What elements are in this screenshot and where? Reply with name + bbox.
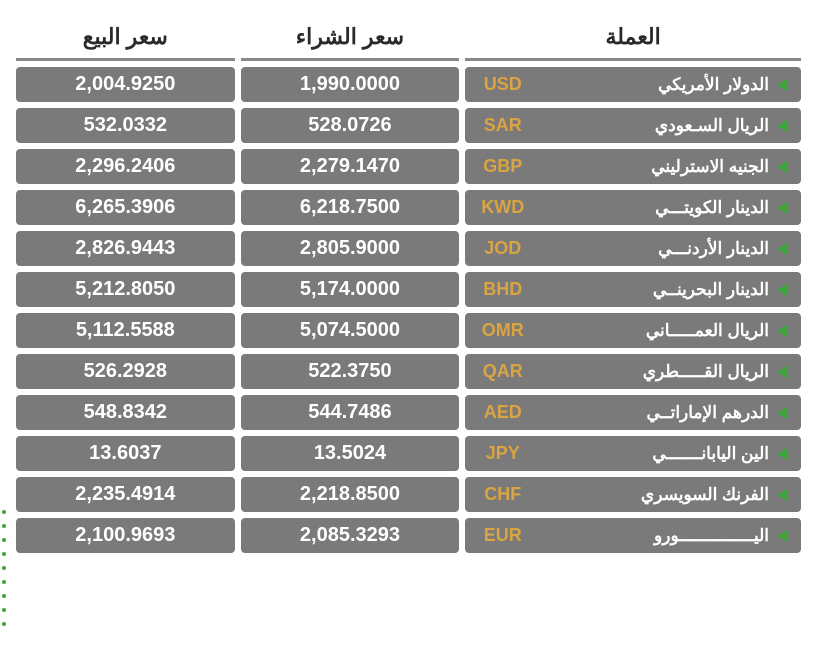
triangle-icon (777, 366, 787, 378)
table-row: الدرهم الإماراتــي AED 544.7486548.8342 (16, 395, 801, 430)
currency-code: KWD (475, 197, 530, 218)
header-currency: العملة (465, 16, 801, 61)
currency-cell: الريال العمـــــاني OMR (465, 313, 801, 348)
buy-price: 6,218.7500 (241, 190, 460, 225)
sell-price: 532.0332 (16, 108, 235, 143)
currency-code: JOD (475, 238, 530, 259)
currency-name: الريال العمـــــاني (538, 321, 769, 341)
buy-price: 528.0726 (241, 108, 460, 143)
currency-cell: الدينار الأردنـــي JOD (465, 231, 801, 266)
table-row: الفرنك السويسري CHF 2,218.85002,235.4914 (16, 477, 801, 512)
buy-price: 2,218.8500 (241, 477, 460, 512)
currency-cell: الدينار الكويتـــي KWD (465, 190, 801, 225)
sell-price: 548.8342 (16, 395, 235, 430)
sell-price: 2,296.2406 (16, 149, 235, 184)
sell-price: 5,212.8050 (16, 272, 235, 307)
currency-name: الريال السـعودي (538, 116, 769, 136)
table-row: الريال القـــــطري QAR 522.3750526.2928 (16, 354, 801, 389)
table-row: الدينار الكويتـــي KWD 6,218.75006,265.390… (16, 190, 801, 225)
sell-price: 5,112.5588 (16, 313, 235, 348)
currency-cell: الدرهم الإماراتــي AED (465, 395, 801, 430)
sell-price: 526.2928 (16, 354, 235, 389)
triangle-icon (777, 79, 787, 91)
table-row: الريال السـعودي SAR 528.0726532.0332 (16, 108, 801, 143)
currency-name: الجنيه الاسترليني (538, 157, 769, 177)
sell-price: 2,826.9443 (16, 231, 235, 266)
triangle-icon (777, 489, 787, 501)
buy-price: 544.7486 (241, 395, 460, 430)
currency-name: الدولار الأمريكي (538, 75, 769, 95)
currency-code: USD (475, 74, 530, 95)
currency-name: الدرهم الإماراتــي (538, 403, 769, 423)
currency-cell: الريال القـــــطري QAR (465, 354, 801, 389)
table-row: الين اليابانـــــــي JPY 13.502413.6037 (16, 436, 801, 471)
sell-price: 6,265.3906 (16, 190, 235, 225)
currency-cell: اليـــــــــــــــورو EUR (465, 518, 801, 553)
table-row: اليـــــــــــــــورو EUR 2,085.32932,100.… (16, 518, 801, 553)
sell-price: 2,100.9693 (16, 518, 235, 553)
currency-code: SAR (475, 115, 530, 136)
buy-price: 2,279.1470 (241, 149, 460, 184)
triangle-icon (777, 325, 787, 337)
triangle-icon (777, 161, 787, 173)
table-header-row: العملة سعر الشراء سعر البيع (16, 16, 801, 61)
table-row: الريال العمـــــاني OMR 5,074.50005,112.55… (16, 313, 801, 348)
buy-price: 2,085.3293 (241, 518, 460, 553)
table-row: الدينار الأردنـــي JOD 2,805.90002,826.944… (16, 231, 801, 266)
table-row: الجنيه الاسترليني GBP 2,279.14702,296.2406 (16, 149, 801, 184)
currency-code: EUR (475, 525, 530, 546)
triangle-icon (777, 448, 787, 460)
currency-cell: الدينار البحرينــي BHD (465, 272, 801, 307)
currency-name: الدينار الأردنـــي (538, 239, 769, 259)
buy-price: 5,074.5000 (241, 313, 460, 348)
buy-price: 13.5024 (241, 436, 460, 471)
triangle-icon (777, 407, 787, 419)
currency-code: AED (475, 402, 530, 423)
currency-cell: الريال السـعودي SAR (465, 108, 801, 143)
sell-price: 2,004.9250 (16, 67, 235, 102)
currency-name: الفرنك السويسري (538, 485, 769, 505)
decorative-dots (2, 510, 6, 626)
header-buy: سعر الشراء (241, 16, 460, 61)
currency-code: JPY (475, 443, 530, 464)
currency-code: OMR (475, 320, 530, 341)
table-row: الدولار الأمريكي USD 1,990.00002,004.9250 (16, 67, 801, 102)
triangle-icon (777, 530, 787, 542)
exchange-rate-table: العملة سعر الشراء سعر البيع الدولار الأم… (10, 10, 807, 559)
header-sell: سعر البيع (16, 16, 235, 61)
triangle-icon (777, 202, 787, 214)
triangle-icon (777, 243, 787, 255)
sell-price: 2,235.4914 (16, 477, 235, 512)
currency-name: الين اليابانـــــــي (538, 444, 769, 464)
buy-price: 5,174.0000 (241, 272, 460, 307)
currency-cell: الفرنك السويسري CHF (465, 477, 801, 512)
buy-price: 522.3750 (241, 354, 460, 389)
currency-cell: الين اليابانـــــــي JPY (465, 436, 801, 471)
currency-code: GBP (475, 156, 530, 177)
currency-name: الدينار البحرينــي (538, 280, 769, 300)
sell-price: 13.6037 (16, 436, 235, 471)
currency-name: الدينار الكويتـــي (538, 198, 769, 218)
triangle-icon (777, 120, 787, 132)
buy-price: 1,990.0000 (241, 67, 460, 102)
buy-price: 2,805.9000 (241, 231, 460, 266)
currency-code: BHD (475, 279, 530, 300)
currency-code: QAR (475, 361, 530, 382)
currency-code: CHF (475, 484, 530, 505)
currency-cell: الجنيه الاسترليني GBP (465, 149, 801, 184)
table-row: الدينار البحرينــي BHD 5,174.00005,212.805… (16, 272, 801, 307)
currency-cell: الدولار الأمريكي USD (465, 67, 801, 102)
currency-name: الريال القـــــطري (538, 362, 769, 382)
triangle-icon (777, 284, 787, 296)
currency-name: اليـــــــــــــــورو (538, 526, 769, 546)
